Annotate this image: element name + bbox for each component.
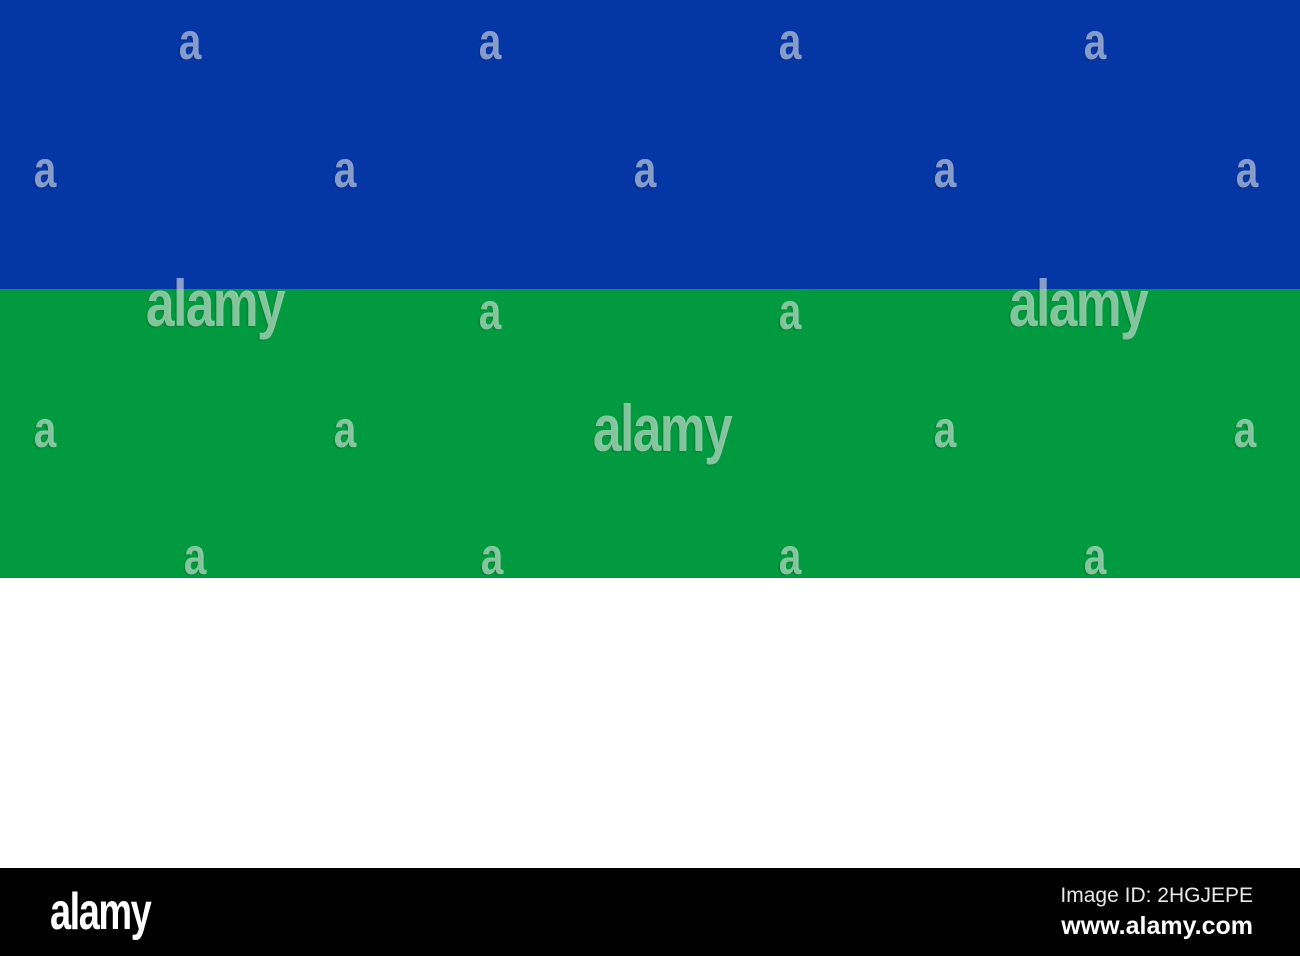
flag-stripe-white	[0, 578, 1300, 868]
alamy-logo: alamy	[50, 883, 152, 941]
image-id-label: Image ID: 2HGJEPE	[1060, 883, 1253, 907]
image-meta: Image ID: 2HGJEPE www.alamy.com	[1060, 883, 1253, 941]
flag-stripe-green	[0, 289, 1300, 578]
flag-stripe-blue	[0, 0, 1300, 289]
flag-image: a a a a a a a a a alamy a a alamy a a alamy a a a a a a	[0, 0, 1300, 868]
footer-bar: alamy Image ID: 2HGJEPE www.alamy.com	[0, 868, 1300, 956]
website-label: www.alamy.com	[1061, 912, 1253, 941]
